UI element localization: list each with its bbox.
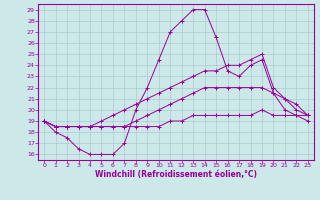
X-axis label: Windchill (Refroidissement éolien,°C): Windchill (Refroidissement éolien,°C) xyxy=(95,170,257,179)
